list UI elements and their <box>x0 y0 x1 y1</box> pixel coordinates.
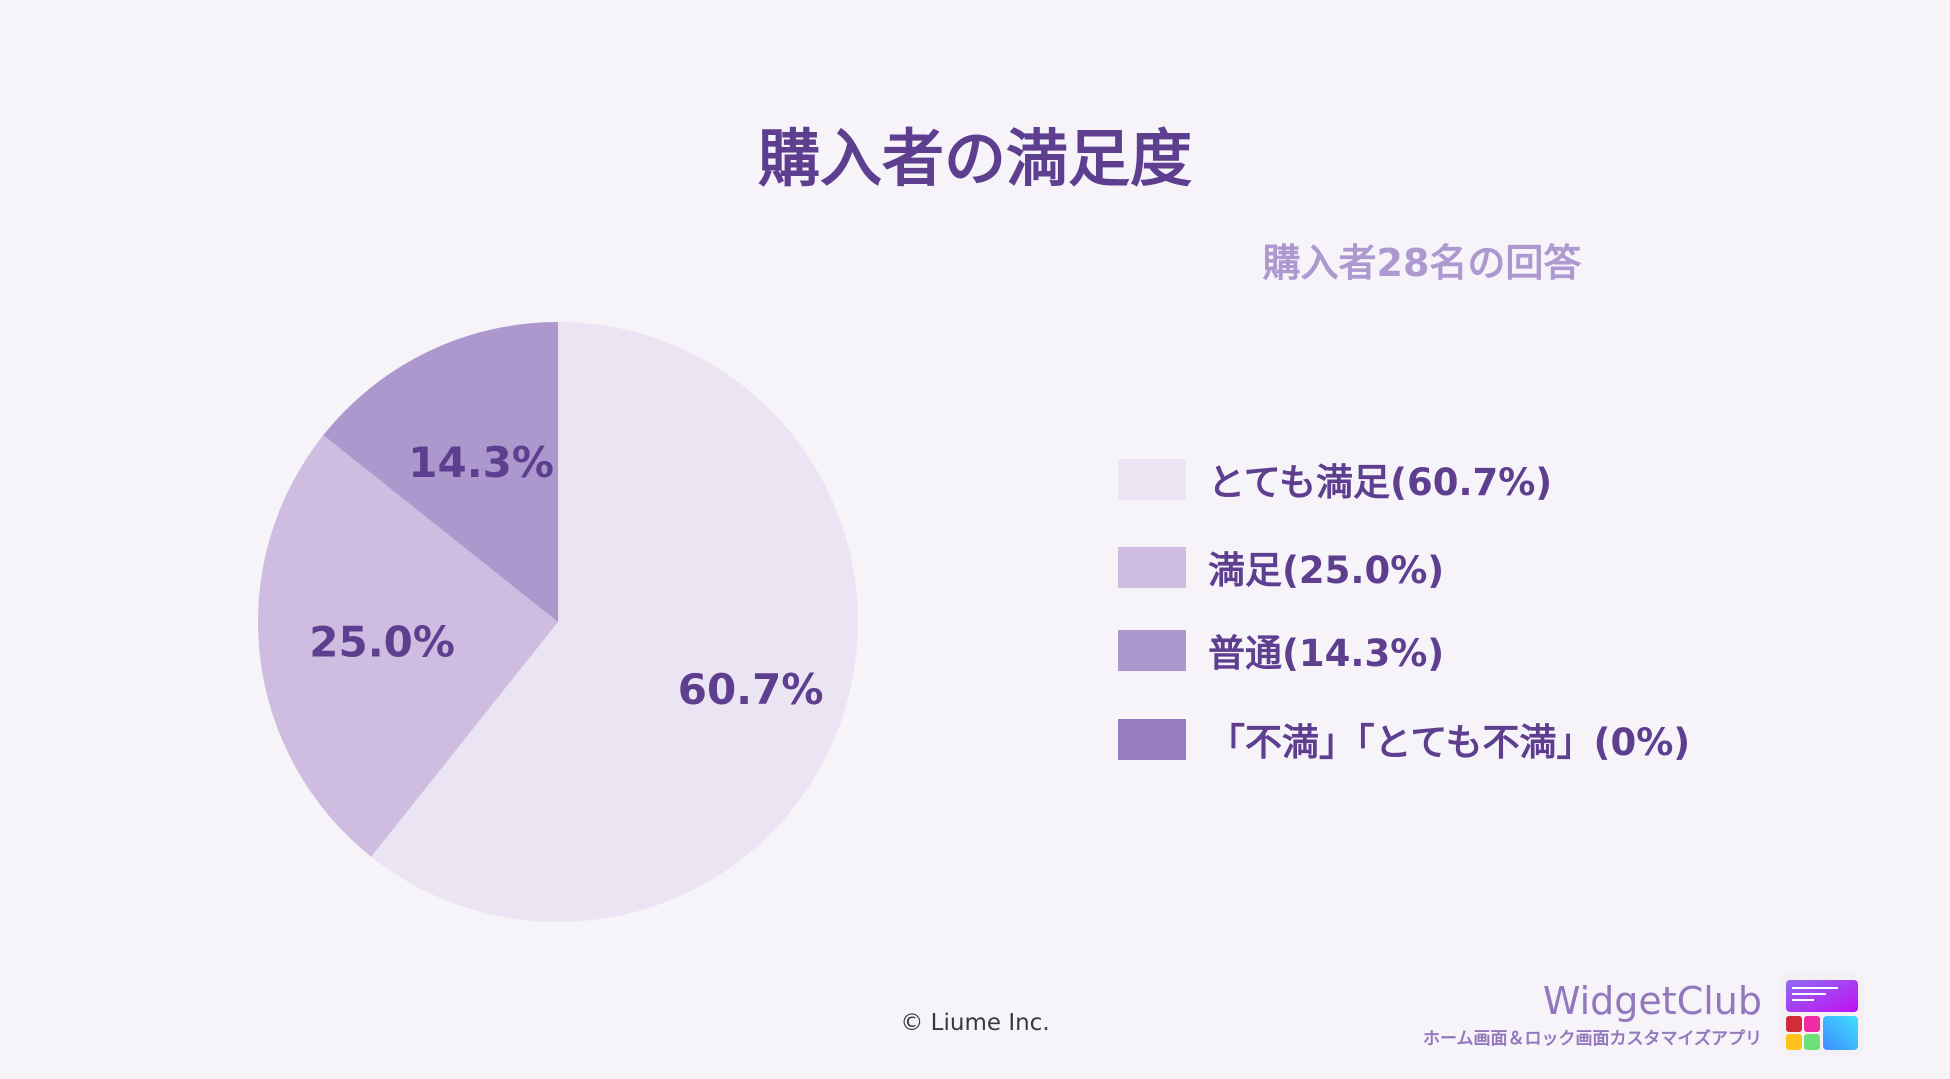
pie-data-label: 14.3% <box>408 438 554 487</box>
copyright: © Liume Inc. <box>900 1010 1050 1036</box>
legend-swatch <box>1118 458 1186 500</box>
legend-item: 満足(25.0%) <box>1118 540 1444 594</box>
legend-label: 普通(14.3%) <box>1208 632 1445 675</box>
legend-item: 普通(14.3%) <box>1118 623 1444 677</box>
pie-slice <box>371 322 859 922</box>
legend-label: 満足(25.0%) <box>1208 549 1445 592</box>
widgetclub-app-icon <box>1780 972 1864 1056</box>
pie-slice <box>323 322 558 622</box>
legend-label: とても満足(60.7%) <box>1208 461 1553 504</box>
brand-tagline: ホーム画面＆ロック画面カスタマイズアプリ <box>1423 1029 1762 1049</box>
pie-data-label: 60.7% <box>678 665 824 714</box>
chart-subtitle: 購入者28名の回答 <box>1262 241 1582 285</box>
legend-swatch <box>1118 629 1186 671</box>
pie-slice <box>258 435 558 857</box>
legend-swatch <box>1118 546 1186 588</box>
pie-data-label: 25.0% <box>309 617 455 666</box>
legend-item: 「不満」「とても不満」(0%) <box>1118 712 1690 766</box>
legend-swatch <box>1118 718 1186 760</box>
brand: WidgetClub ホーム画面＆ロック画面カスタマイズアプリ <box>1423 980 1762 1049</box>
chart-title: 購入者の満足度 <box>757 122 1192 195</box>
brand-name: WidgetClub <box>1542 979 1762 1023</box>
legend-label: 「不満」「とても不満」(0%) <box>1208 721 1691 764</box>
legend-item: とても満足(60.7%) <box>1118 452 1552 506</box>
